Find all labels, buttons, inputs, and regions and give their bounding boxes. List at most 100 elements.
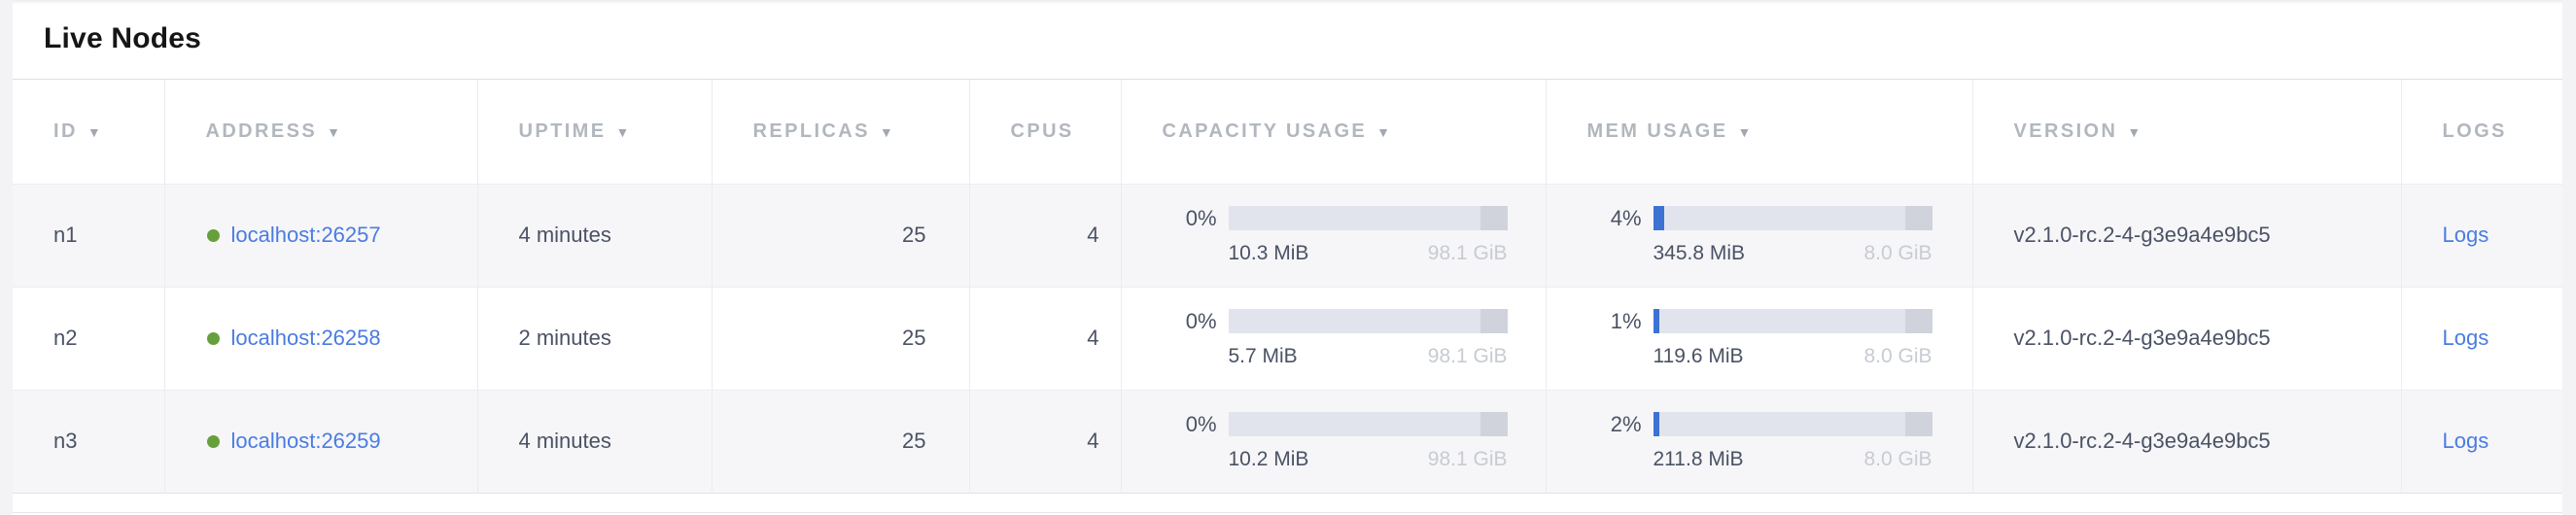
mem-used-value: 119.6 MiB — [1653, 344, 1744, 367]
node-cpus: 4 — [1087, 223, 1099, 247]
sort-desc-arrow-icon: ▼ — [327, 123, 340, 140]
node-live-status-icon — [206, 228, 220, 242]
node-version-cell: v2.1.0-rc.2-4-g3e9a4e9bc5 — [1971, 390, 2401, 493]
column-header-replicas[interactable]: REPLICAS ▼ — [711, 80, 969, 184]
node-version: v2.1.0-rc.2-4-g3e9a4e9bc5 — [2013, 429, 2271, 453]
mem-usage-percent: 2% — [1610, 411, 1642, 436]
capacity-usage-top: 0% — [1164, 206, 1545, 231]
column-header-label: CAPACITY USAGE — [1162, 120, 1368, 142]
node-replicas-cell: 25 — [711, 287, 969, 390]
usage-endcap — [1904, 412, 1932, 436]
column-header-label: LOGS — [2442, 120, 2507, 142]
node-replicas-cell: 25 — [711, 184, 969, 287]
capacity-usage-bar — [1228, 412, 1508, 436]
node-version-cell: v2.1.0-rc.2-4-g3e9a4e9bc5 — [1971, 184, 2401, 287]
node-address-link[interactable]: localhost:26257 — [230, 223, 381, 247]
mem-usage-top: 4% — [1588, 206, 1971, 231]
node-row-n2: n2 localhost:26258 2 minutes 25 4 0% 5.7 MiB 98… — [13, 287, 2562, 390]
node-uptime-cell: 4 minutes — [476, 184, 712, 287]
capacity-total-value: 98.1 GiB — [1427, 447, 1508, 470]
live-nodes-table: ID ▼ ADDRESS ▼ UPTIME ▼ REPLICAS ▼ CPUS CAPACITY … — [13, 80, 2562, 494]
node-cpus-cell: 4 — [968, 184, 1121, 287]
capacity-usage-bar — [1228, 309, 1508, 333]
capacity-usage-percent: 0% — [1185, 411, 1217, 436]
node-id-cell: n3 — [13, 390, 164, 493]
capacity-usage-labels: 10.2 MiB 98.1 GiB — [1229, 448, 1508, 471]
node-logs-cell: Logs — [2400, 184, 2562, 287]
capacity-used-value: 5.7 MiB — [1228, 344, 1298, 367]
node-logs-link[interactable]: Logs — [2442, 326, 2489, 350]
usage-endcap — [1904, 309, 1932, 333]
node-uptime: 2 minutes — [518, 326, 611, 350]
node-address-cell: localhost:26257 — [163, 184, 477, 287]
node-replicas-cell: 25 — [711, 390, 969, 493]
sort-desc-arrow-icon: ▼ — [1737, 123, 1752, 140]
node-cpus: 4 — [1087, 326, 1099, 350]
node-cpus-cell: 4 — [968, 287, 1121, 390]
column-header-label: CPUS — [1010, 120, 1074, 142]
mem-used-value: 345.8 MiB — [1653, 241, 1746, 264]
mem-usage: 2% 211.8 MiB 8.0 GiB — [1548, 412, 1971, 471]
capacity-usage-labels: 5.7 MiB 98.1 GiB — [1229, 345, 1508, 368]
node-version: v2.1.0-rc.2-4-g3e9a4e9bc5 — [2013, 326, 2271, 350]
node-logs-link[interactable]: Logs — [2442, 223, 2489, 247]
node-logs-link[interactable]: Logs — [2442, 429, 2489, 453]
node-replicas: 25 — [902, 326, 926, 350]
mem-usage-bar — [1653, 206, 1932, 230]
column-header-version[interactable]: VERSION ▼ — [1971, 80, 2401, 184]
table-body: n1 localhost:26257 4 minutes 25 4 0% 10.3 MiB 9… — [13, 184, 2562, 493]
mem-usage-bar — [1653, 412, 1932, 436]
node-address-cell: localhost:26259 — [163, 390, 477, 493]
capacity-used-value: 10.2 MiB — [1228, 447, 1309, 470]
node-logs-cell: Logs — [2400, 287, 2562, 390]
mem-usage-top: 1% — [1588, 309, 1971, 334]
column-header-label: VERSION — [2013, 120, 2118, 142]
node-id-cell: n2 — [13, 287, 164, 390]
capacity-usage-cell: 0% 10.3 MiB 98.1 GiB — [1120, 184, 1546, 287]
mem-usage-percent: 4% — [1610, 205, 1642, 230]
node-address-link[interactable]: localhost:26259 — [230, 429, 381, 453]
node-live-status-icon — [206, 434, 220, 448]
usage-fill — [1653, 309, 1659, 333]
capacity-total-value: 98.1 GiB — [1427, 344, 1508, 367]
node-address-link[interactable]: localhost:26258 — [230, 326, 381, 350]
section-header: Live Nodes — [13, 0, 2562, 80]
node-replicas: 25 — [902, 223, 926, 247]
capacity-usage-cell: 0% 10.2 MiB 98.1 GiB — [1120, 390, 1546, 493]
sort-desc-arrow-icon: ▼ — [615, 123, 630, 140]
capacity-usage: 0% 10.2 MiB 98.1 GiB — [1123, 412, 1545, 471]
column-header-address[interactable]: ADDRESS ▼ — [163, 80, 477, 184]
capacity-usage-bar — [1228, 206, 1508, 230]
capacity-used-value: 10.3 MiB — [1228, 241, 1309, 264]
node-id: n1 — [53, 223, 78, 247]
mem-usage-labels: 211.8 MiB 8.0 GiB — [1654, 448, 1932, 471]
node-logs-cell: Logs — [2400, 390, 2562, 493]
column-header-label: REPLICAS — [752, 120, 870, 142]
mem-usage: 1% 119.6 MiB 8.0 GiB — [1548, 309, 1971, 368]
column-header-capacity[interactable]: CAPACITY USAGE ▼ — [1120, 80, 1546, 184]
capacity-usage-top: 0% — [1164, 412, 1545, 437]
column-header-label: ADDRESS — [205, 120, 318, 142]
mem-usage-bar — [1653, 309, 1932, 333]
capacity-usage-cell: 0% 5.7 MiB 98.1 GiB — [1120, 287, 1546, 390]
capacity-usage: 0% 5.7 MiB 98.1 GiB — [1123, 309, 1545, 368]
usage-fill — [1653, 206, 1664, 230]
column-header-mem[interactable]: MEM USAGE ▼ — [1545, 80, 1972, 184]
node-version-cell: v2.1.0-rc.2-4-g3e9a4e9bc5 — [1971, 287, 2401, 390]
column-header-uptime[interactable]: UPTIME ▼ — [476, 80, 712, 184]
column-header-id[interactable]: ID ▼ — [13, 80, 164, 184]
capacity-total-value: 98.1 GiB — [1427, 241, 1508, 264]
live-nodes-card: Live Nodes ID ▼ ADDRESS ▼ UPTIME ▼ REPLICAS ▼ CP… — [13, 0, 2562, 515]
section-divider — [13, 511, 2562, 513]
header-row: ID ▼ ADDRESS ▼ UPTIME ▼ REPLICAS ▼ CPUS CAPACITY … — [13, 80, 2562, 184]
node-address: localhost:26259 — [166, 429, 476, 454]
section-title: Live Nodes — [44, 22, 202, 54]
sort-desc-arrow-icon: ▼ — [2127, 123, 2141, 140]
node-id-cell: n1 — [13, 184, 164, 287]
sort-desc-arrow-icon: ▼ — [87, 123, 101, 140]
node-uptime: 4 minutes — [518, 223, 611, 247]
usage-endcap — [1479, 412, 1508, 436]
capacity-usage-percent: 0% — [1185, 205, 1217, 230]
node-id: n3 — [53, 429, 78, 453]
